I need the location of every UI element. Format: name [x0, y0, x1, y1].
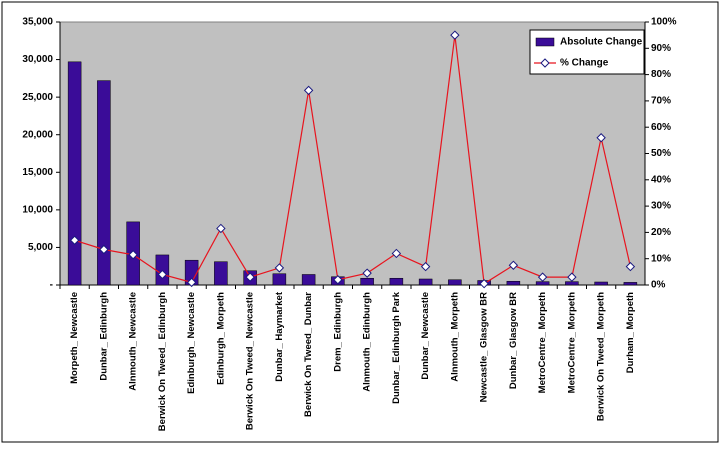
x-tick-label: Berwick On Tweed_ Dunbar: [303, 292, 314, 417]
y2-tick-label: 50%: [651, 148, 671, 159]
point-marker: [596, 133, 606, 143]
y2-tick-label: 70%: [651, 96, 671, 107]
point-marker: [216, 223, 226, 234]
point-marker: [186, 277, 197, 288]
y-tick-label: -: [50, 280, 53, 291]
x-tick-label: Dunbar_ Edinburgh: [98, 292, 109, 381]
y2-tick-label: 100%: [651, 17, 677, 28]
y-tick-label: 35,000: [22, 17, 53, 28]
point-marker: [391, 248, 402, 259]
legend-swatch: [535, 37, 555, 47]
y2-tick-label: 60%: [651, 122, 671, 133]
point-marker: [537, 272, 548, 282]
x-tick-label: Dunbar_ Glasgow BR: [508, 292, 519, 389]
point-marker: [69, 235, 80, 245]
x-tick-label: Dunbar_ Newcastle: [420, 292, 431, 380]
bar: [418, 278, 433, 286]
bar: [594, 281, 608, 286]
y2-tick-label: 10%: [651, 253, 671, 264]
x-tick-label: MetroCentre_ Morpeth: [566, 292, 577, 394]
bar: [389, 277, 404, 286]
point-marker: [479, 278, 489, 289]
bar: [67, 61, 82, 286]
y2-tick-label: 40%: [651, 174, 671, 185]
x-tick-label: Alnmouth_ Newcastle: [128, 292, 139, 391]
y2-tick-label: 80%: [651, 69, 671, 80]
bar: [506, 280, 521, 286]
point-marker: [450, 30, 460, 40]
x-tick-label: Edinburgh_ Morpeth: [215, 292, 226, 385]
legend: [529, 29, 645, 75]
point-marker: [274, 263, 285, 273]
x-tick-label: Berwick On Tweed_ Morpeth: [596, 292, 607, 421]
legend-label: % Change: [560, 58, 609, 69]
y-tick-label: 30,000: [22, 54, 53, 65]
x-tick-label: Morpeth_ Newcastle: [69, 292, 80, 384]
x-tick-label: Berwick On Tweed_ Edinburgh: [157, 292, 168, 431]
line: [74, 35, 631, 285]
x-tick-label: Alnmouth_ Morpeth: [449, 292, 460, 382]
point-marker: [128, 250, 138, 260]
point-marker: [157, 269, 168, 280]
bar: [301, 274, 316, 286]
x-tick-label: Berwick On Tweed_ Newcastle: [245, 292, 256, 430]
point-marker: [245, 272, 255, 282]
y2-tick-label: 30%: [651, 201, 671, 212]
x-tick-label: MetroCentre_ Morpeth: [537, 292, 548, 394]
point-marker: [625, 261, 636, 272]
y2-tick-label: 20%: [651, 227, 671, 238]
y-tick-label: 25,000: [22, 92, 53, 103]
legend-label: Absolute Change: [560, 37, 643, 48]
y2-tick-label: 0%: [651, 280, 666, 291]
bar: [448, 279, 462, 286]
point-marker: [362, 268, 372, 278]
y-tick-label: 15,000: [22, 167, 53, 178]
y-tick-label: 20,000: [22, 129, 53, 140]
point-marker: [333, 275, 343, 285]
bar: [623, 282, 638, 286]
bar: [272, 273, 287, 286]
point-marker: [303, 85, 314, 96]
bar: [360, 277, 374, 286]
x-tick-label: Dunbar_ Edinburgh Park: [391, 291, 402, 404]
y-tick-label: 10,000: [22, 204, 53, 215]
x-tick-label: Drem_ Edinburgh: [332, 292, 343, 372]
legend-marker: [540, 58, 550, 68]
x-tick-label: Alnmouth_ Edinburgh: [362, 292, 373, 392]
y-tick-label: 5,000: [28, 242, 53, 253]
x-tick-label: Edinburgh_ Newcastle: [186, 292, 197, 394]
point-marker: [99, 244, 109, 255]
point-marker: [567, 272, 577, 282]
bar: [565, 281, 579, 286]
point-marker: [508, 260, 519, 270]
point-marker: [420, 261, 431, 272]
x-tick-label: Newcastle_ Glasgow BR: [479, 292, 490, 402]
x-tick-label: Dunbar_ Haymarket: [274, 291, 285, 382]
x-tick-label: Durham_ Morpeth: [625, 292, 636, 373]
bar: [535, 281, 550, 286]
bar: [97, 80, 111, 286]
y2-tick-label: 90%: [651, 43, 671, 54]
bar: [214, 261, 228, 286]
